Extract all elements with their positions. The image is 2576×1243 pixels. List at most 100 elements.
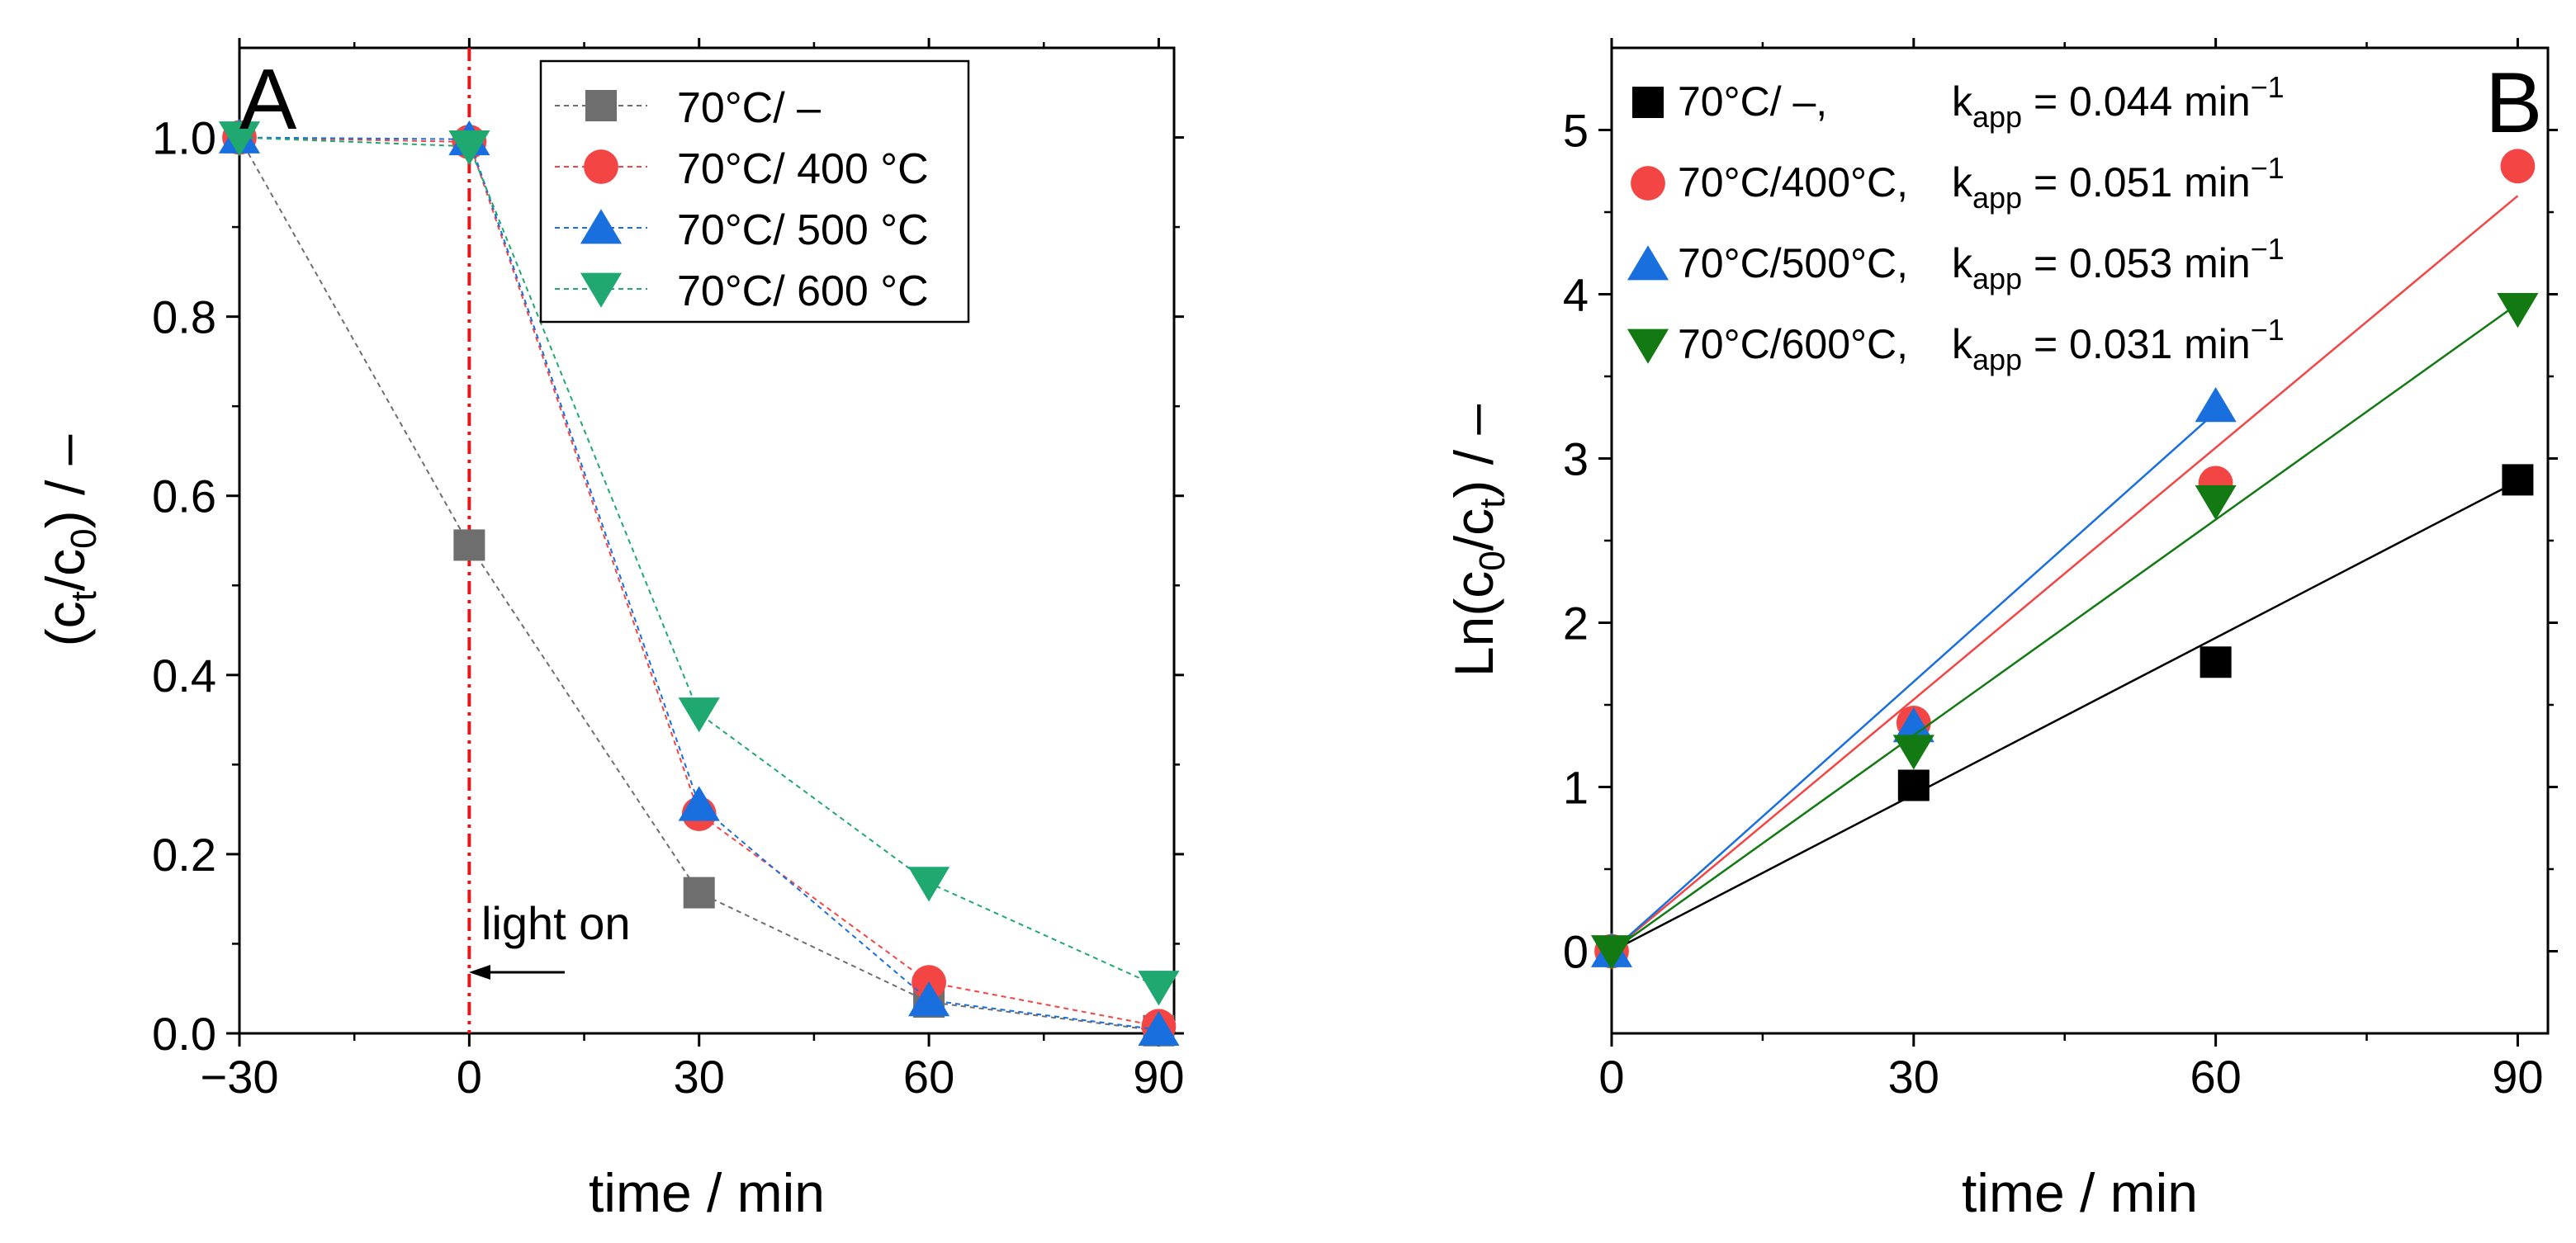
series-3 — [1590, 387, 2237, 967]
rate-subscript: app — [1972, 100, 2022, 134]
y-tick-label: 5 — [1563, 105, 1589, 157]
y-title-part: ) / – — [35, 434, 96, 528]
data-point — [1138, 971, 1180, 1006]
y-tick-label: 0.8 — [152, 291, 216, 343]
rate-value: = 0.053 min — [2022, 240, 2251, 286]
data-point — [1892, 707, 1934, 743]
legend-rate: kapp = 0.031 min−1 — [1952, 313, 2285, 376]
rate-value: = 0.044 min — [2022, 78, 2251, 125]
fit-line — [1611, 303, 2519, 952]
legend-rate: kapp = 0.044 min−1 — [1952, 70, 2285, 134]
rate-symbol: k — [1952, 78, 1973, 125]
x-tick-label: 30 — [1888, 1051, 1939, 1103]
legend-label: 70°C/ 400 °C — [677, 145, 929, 193]
series-4 — [218, 121, 1180, 1006]
y-axis-title: Ln(c0/ct) / – — [1443, 404, 1513, 677]
legend: 70°C/ – 70°C/ 400 °C 70°C/ 500 °C 70°C/ 600… — [539, 59, 970, 324]
data-point — [1590, 935, 1633, 971]
legend: 70°C/ –, kapp = 0.044 min−170°C/400°C, kap… — [1627, 70, 2285, 376]
legend-name: 70°C/500°C, — [1678, 240, 1908, 286]
legend-label: 70°C/ 600 °C — [677, 267, 929, 315]
y-title-part: /c — [1443, 508, 1504, 551]
rate-superscript: −1 — [2251, 313, 2285, 347]
legend-marker — [1631, 166, 1665, 201]
x-axis-title: time / min — [1962, 1162, 2198, 1223]
y-title-subscript: 0 — [64, 528, 104, 548]
legend-marker — [585, 90, 617, 121]
rate-value: = 0.031 min — [2022, 321, 2251, 367]
data-point — [2502, 464, 2534, 496]
data-point — [448, 130, 490, 166]
x-axis-title: time / min — [589, 1162, 825, 1223]
y-tick-label: 4 — [1563, 269, 1589, 321]
x-tick-label: 90 — [1133, 1051, 1184, 1103]
data-point — [908, 981, 950, 1017]
y-tick-label: 0.0 — [152, 1008, 216, 1060]
plot-frame — [238, 46, 1176, 1035]
data-point — [2195, 484, 2237, 521]
y-tick-label: 2 — [1563, 598, 1589, 650]
fit-line — [1611, 411, 2217, 952]
legend-name: 70°C/ –, — [1678, 78, 1827, 125]
data-point — [683, 877, 715, 909]
fit-line — [1611, 480, 2518, 952]
panel-label-b: B — [2485, 55, 2542, 151]
y-tick-label: 1 — [1563, 762, 1589, 814]
data-point — [2200, 646, 2232, 678]
x-tick-label: 0 — [1598, 1051, 1624, 1103]
data-point — [2195, 387, 2237, 423]
legend-entry: 70°C/500°C, kapp = 0.053 min−1 — [1627, 232, 2285, 295]
rate-superscript: −1 — [2251, 232, 2285, 266]
y-title-subscript: t — [64, 591, 104, 601]
y-tick-label: 0.4 — [152, 650, 216, 702]
legend-entry: 70°C/ – — [555, 84, 821, 132]
x-tick-label: 60 — [2190, 1051, 2241, 1103]
y-title-part: (c — [35, 601, 96, 646]
rate-superscript: −1 — [2251, 70, 2285, 104]
y-title-part: ) / – — [1443, 404, 1504, 499]
legend-rate: kapp = 0.053 min−1 — [1952, 232, 2285, 295]
rate-symbol: k — [1952, 321, 1973, 367]
legend-marker — [580, 209, 623, 244]
x-tick-label: 90 — [2492, 1051, 2543, 1103]
y-tick-label: 0.6 — [152, 470, 216, 522]
series-4 — [1590, 293, 2539, 971]
series-1 — [1596, 464, 2534, 967]
x-tick-label: 30 — [674, 1051, 725, 1103]
x-tick-label: −30 — [201, 1051, 279, 1103]
data-point — [678, 697, 720, 733]
light-on-arrowhead — [469, 965, 490, 980]
y-title-subscript: 0 — [1472, 551, 1513, 570]
legend-marker — [1627, 245, 1669, 281]
x-tick-label: 0 — [457, 1051, 482, 1103]
rate-subscript: app — [1972, 343, 2022, 376]
legend-entry: 70°C/600°C, kapp = 0.031 min−1 — [1627, 313, 2285, 376]
y-title-part: /c — [35, 549, 96, 591]
ticks — [226, 38, 1184, 1047]
legend-entry: 70°C/ 600 °C — [555, 267, 929, 315]
y-tick-label: 1.0 — [152, 112, 216, 164]
legend-name: 70°C/400°C, — [1678, 159, 1908, 206]
series-line — [239, 136, 1159, 988]
ticks — [1598, 38, 2558, 1047]
y-tick-label: 3 — [1563, 433, 1589, 485]
rate-symbol: k — [1952, 159, 1973, 206]
legend-rate: kapp = 0.051 min−1 — [1952, 151, 2285, 215]
legend-entry: 70°C/ 500 °C — [555, 206, 929, 254]
legend-marker — [584, 149, 618, 184]
x-tick-label: 60 — [903, 1051, 954, 1103]
rate-symbol: k — [1952, 240, 1973, 286]
panel-label-a: A — [239, 52, 297, 148]
legend-label: 70°C/ – — [677, 84, 821, 132]
y-tick-label: 0 — [1563, 926, 1589, 978]
light-on-label: light on — [481, 897, 631, 949]
y-title-subscript: t — [1472, 499, 1513, 508]
data-point — [2500, 149, 2536, 184]
rate-subscript: app — [1972, 262, 2022, 295]
data-point — [1897, 769, 1930, 801]
legend-label: 70°C/ 500 °C — [677, 206, 929, 254]
data-point — [218, 121, 261, 157]
legend-entry: 70°C/400°C, kapp = 0.051 min−1 — [1631, 151, 2285, 215]
